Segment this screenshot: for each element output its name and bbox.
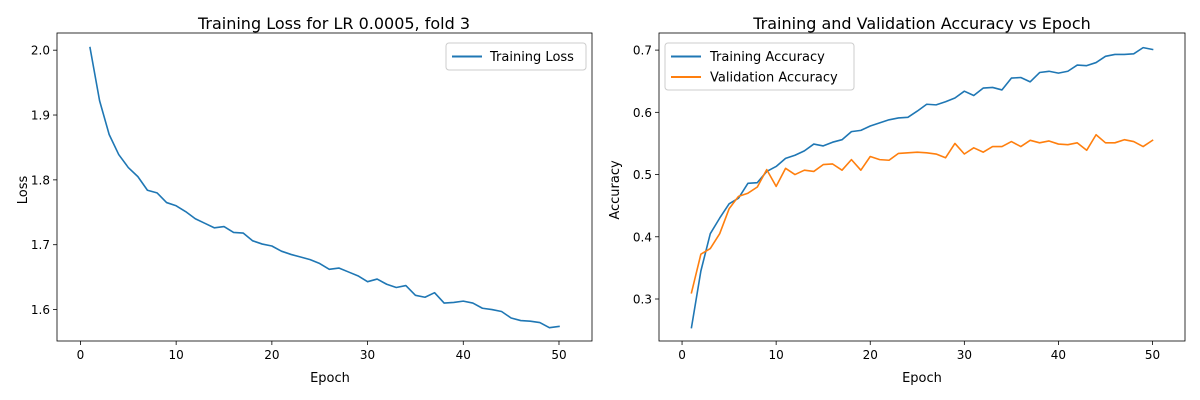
loss-y-tick-label: 1.7 [31, 238, 50, 252]
loss-y-tick-label: 1.9 [31, 109, 50, 123]
accuracy-y-tick-label: 0.7 [633, 44, 652, 58]
accuracy-chart-title: Training and Validation Accuracy vs Epoc… [752, 14, 1091, 33]
loss-legend-label-training: Training Loss [489, 50, 574, 65]
loss-x-tick-label: 10 [169, 348, 184, 362]
accuracy-x-tick-label: 0 [678, 348, 686, 362]
loss-y-tick-label: 1.8 [31, 173, 50, 187]
loss-x-tick-label: 30 [360, 348, 375, 362]
loss-y-tick-label: 2.0 [31, 44, 50, 58]
accuracy-x-axis-label: Epoch [902, 371, 942, 386]
loss-x-tick-label: 0 [77, 348, 85, 362]
accuracy-lines [690, 46, 1154, 329]
accuracy-x-tick-label: 50 [1145, 348, 1160, 362]
accuracy-x-tick-label: 10 [769, 348, 784, 362]
loss-x-axis-label: Epoch [310, 371, 350, 386]
loss-chart: Training Loss for LR 0.0005, fold 3 0 10 2… [16, 14, 593, 386]
accuracy-x-tick-label: 20 [863, 348, 878, 362]
loss-lines [89, 46, 560, 329]
loss-y-tick-label: 1.6 [31, 303, 50, 317]
loss-x-tick-label: 50 [551, 348, 566, 362]
loss-y-ticks: 1.6 1.7 1.8 1.9 2.0 [31, 44, 57, 317]
loss-legend-box [445, 42, 587, 71]
accuracy-chart: Training and Validation Accuracy vs Epoc… [608, 14, 1186, 386]
accuracy-legend-label-training: Training Accuracy [709, 50, 825, 65]
loss-legend: Training Loss [445, 42, 587, 71]
loss-y-axis-label: Loss [16, 176, 31, 205]
accuracy-y-tick-label: 0.5 [633, 168, 652, 182]
loss-series-line-training-loss [89, 46, 560, 329]
accuracy-y-tick-label: 0.6 [633, 106, 652, 120]
accuracy-legend-label-validation: Validation Accuracy [710, 71, 838, 86]
accuracy-series-line-validation-accuracy [690, 133, 1154, 294]
accuracy-x-ticks: 0 10 20 30 40 50 [678, 341, 1160, 362]
loss-x-tick-label: 20 [264, 348, 279, 362]
accuracy-x-tick-label: 30 [957, 348, 972, 362]
loss-x-tick-label: 40 [456, 348, 471, 362]
accuracy-legend: Training Accuracy Validation Accuracy [664, 42, 855, 91]
loss-plot-area [56, 32, 593, 342]
accuracy-x-tick-label: 40 [1051, 348, 1066, 362]
accuracy-series-line-training-accuracy [690, 46, 1154, 329]
accuracy-y-axis-label: Accuracy [608, 160, 623, 220]
accuracy-y-tick-label: 0.4 [633, 230, 652, 244]
loss-x-ticks: 0 10 20 30 40 50 [77, 341, 567, 362]
loss-chart-title: Training Loss for LR 0.0005, fold 3 [197, 14, 470, 33]
accuracy-y-ticks: 0.3 0.4 0.5 0.6 0.7 [633, 44, 659, 307]
accuracy-y-tick-label: 0.3 [633, 293, 652, 307]
accuracy-legend-box [664, 42, 855, 91]
